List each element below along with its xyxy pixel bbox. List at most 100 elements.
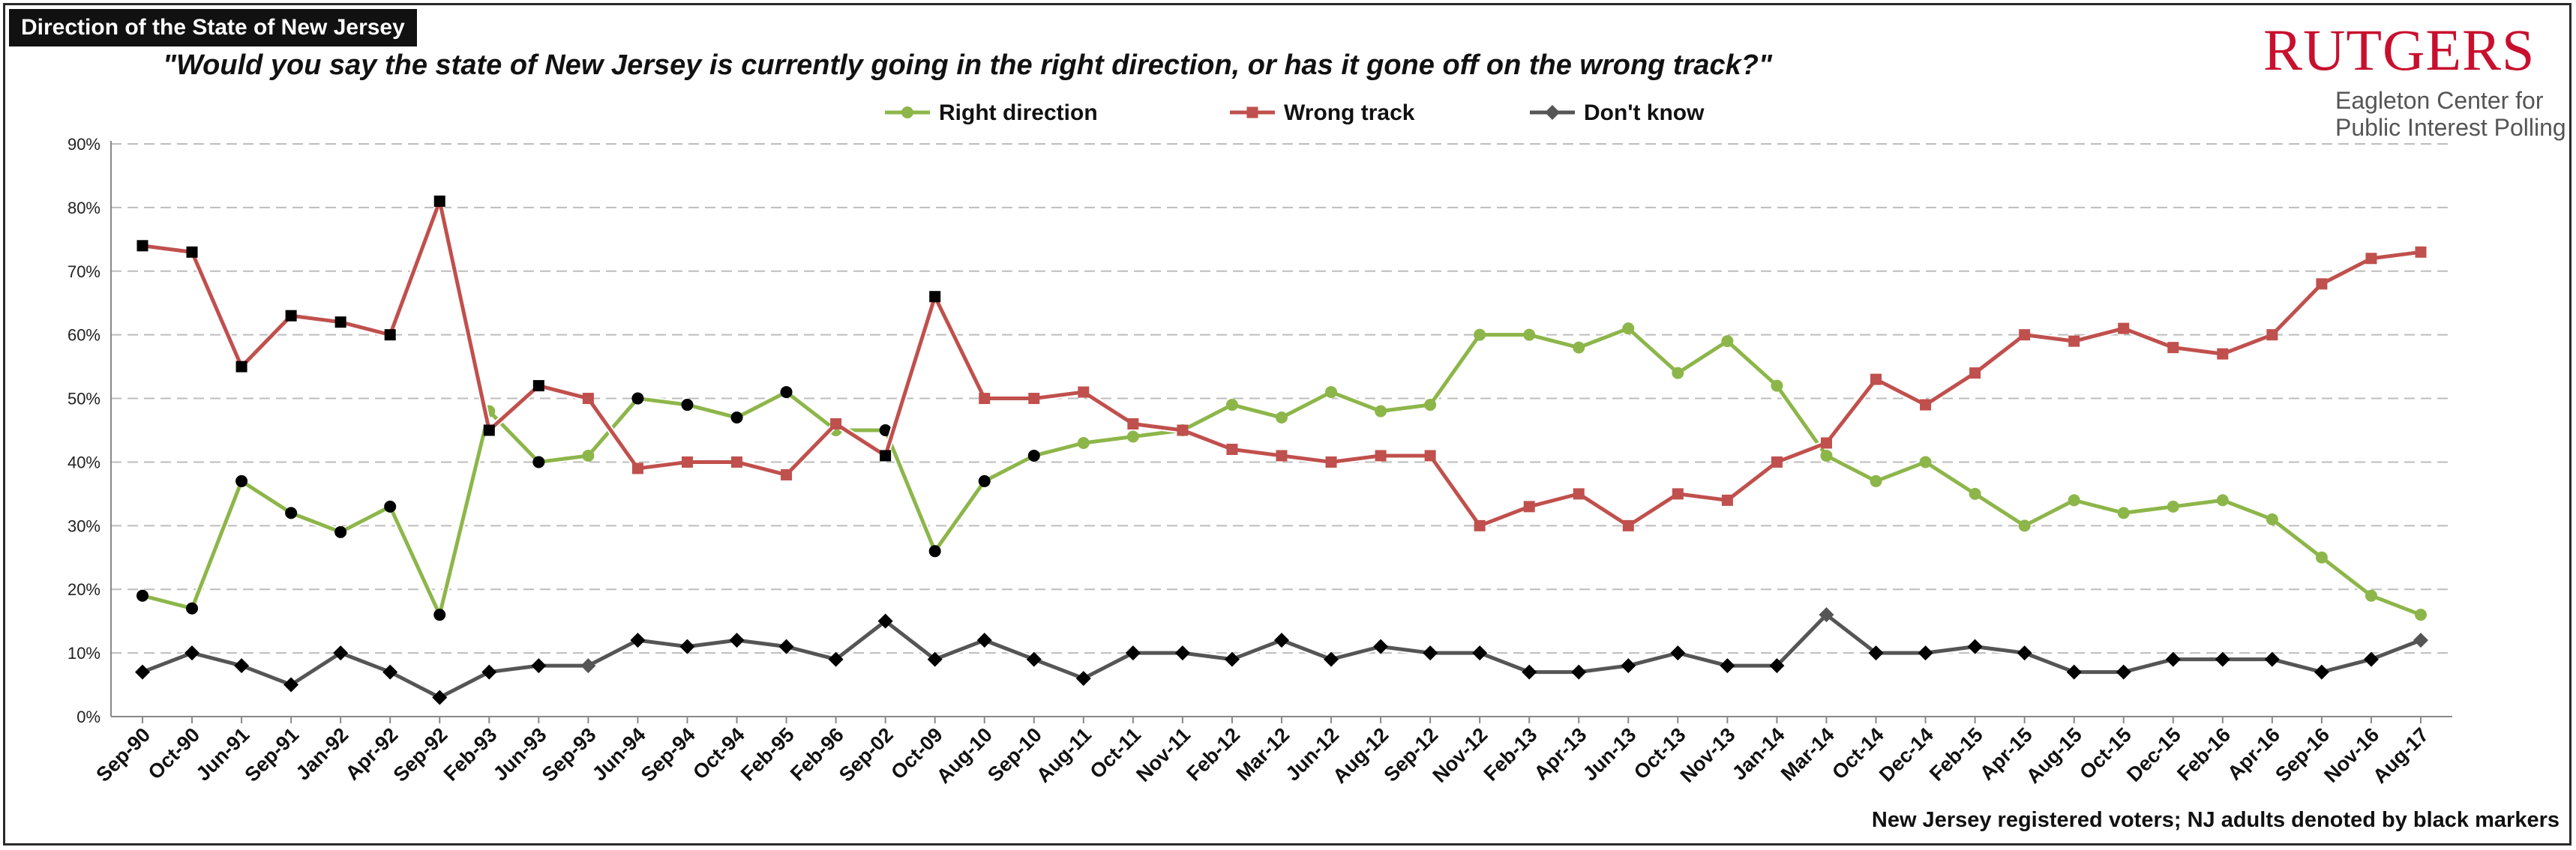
- data-point: [1920, 399, 1932, 411]
- data-point: [2019, 329, 2031, 341]
- survey-question: "Would you say the state of New Jersey i…: [162, 49, 1773, 81]
- data-point: [433, 195, 445, 207]
- data-point: [1474, 328, 1486, 341]
- y-tick-label: 50%: [67, 390, 100, 409]
- x-tick-label: Mar-14: [1777, 723, 1839, 786]
- data-point: [1919, 456, 1932, 468]
- legend-entry: Right direction: [885, 100, 1098, 125]
- data-point: [877, 613, 893, 629]
- x-tick-label: Aug-15: [2022, 723, 2086, 788]
- data-point: [1870, 373, 1882, 385]
- series-lines: [135, 195, 2428, 705]
- x-tick-label: Sep-94: [637, 723, 700, 786]
- data-point: [1177, 424, 1189, 436]
- data-point: [1672, 367, 1684, 379]
- x-tick-label: Dec-14: [1875, 723, 1938, 786]
- data-point: [1274, 633, 1289, 648]
- data-point: [1820, 437, 1832, 449]
- data-point: [1672, 488, 1684, 500]
- data-point: [1026, 651, 1042, 667]
- data-point: [384, 500, 397, 513]
- data-point: [1472, 645, 1488, 661]
- data-point: [729, 633, 745, 648]
- data-point: [2068, 494, 2080, 507]
- data-point: [285, 507, 298, 519]
- x-tick-label: Sep-91: [241, 723, 304, 786]
- data-point: [2266, 513, 2278, 525]
- data-point: [1621, 658, 1636, 674]
- series-line-halo: [141, 325, 2422, 618]
- legend-swatch-marker: [901, 106, 913, 118]
- logo-subtitle-line1: Eagleton Center for: [2335, 87, 2544, 114]
- x-tick-label: Aug-10: [932, 723, 997, 788]
- x-tick-label: Feb-93: [439, 723, 502, 786]
- chart-frame: [3, 3, 2572, 846]
- data-point: [1077, 436, 1090, 449]
- data-point: [1967, 639, 1983, 654]
- series-line-halo: [142, 197, 2422, 529]
- data-point: [2363, 651, 2379, 667]
- series-don-t-know: [135, 607, 2428, 705]
- data-point: [1325, 456, 1337, 468]
- data-point: [631, 392, 644, 405]
- x-tick-label: Feb-13: [1480, 723, 1542, 786]
- data-point: [582, 393, 594, 405]
- data-point: [631, 462, 643, 474]
- data-point: [1225, 399, 1238, 412]
- data-point: [532, 456, 545, 468]
- data-point: [2117, 507, 2130, 519]
- data-point: [976, 633, 992, 648]
- data-point: [2314, 664, 2329, 680]
- data-point: [1523, 328, 1536, 341]
- data-point: [1771, 456, 1783, 468]
- x-tick-label: Sep-90: [91, 723, 154, 786]
- data-point: [580, 658, 596, 674]
- data-point: [880, 450, 892, 462]
- y-tick-label: 70%: [67, 262, 100, 281]
- data-point: [681, 456, 693, 468]
- data-point: [979, 393, 991, 405]
- data-point: [1771, 379, 1783, 392]
- data-point: [928, 545, 941, 558]
- rutgers-logo: RUTGERS Eagleton Center for Public Inter…: [2257, 16, 2566, 144]
- data-point: [1276, 412, 1288, 424]
- data-point: [1375, 450, 1387, 462]
- data-point: [2216, 494, 2229, 507]
- data-point: [1918, 645, 1933, 661]
- data-point: [334, 525, 347, 538]
- data-point: [384, 329, 396, 341]
- data-point: [235, 361, 247, 373]
- data-point: [186, 602, 199, 615]
- data-point: [1868, 645, 1884, 661]
- logo-wordmark: RUTGERS: [2263, 17, 2536, 82]
- data-point: [778, 639, 794, 654]
- data-point: [1820, 449, 1833, 462]
- y-tick-label: 20%: [67, 580, 100, 599]
- data-point: [828, 651, 844, 667]
- data-point: [334, 316, 346, 328]
- data-point: [2215, 651, 2230, 667]
- data-point: [879, 424, 892, 436]
- data-point: [679, 639, 695, 654]
- legend-swatch-marker: [1545, 105, 1560, 120]
- data-point: [2165, 651, 2181, 667]
- axes: [110, 141, 2452, 723]
- data-point: [1224, 651, 1240, 667]
- x-tick-label: Sep-92: [389, 723, 452, 786]
- data-point: [2413, 633, 2428, 648]
- legend-label: Wrong track: [1284, 100, 1415, 125]
- x-tick-label: Feb-12: [1182, 723, 1244, 786]
- data-point: [2167, 342, 2179, 354]
- x-axis-tick-labels: Sep-90Oct-90Jun-91Sep-91Jan-92Apr-92Sep-…: [91, 723, 2433, 788]
- data-point: [2415, 246, 2427, 258]
- data-point: [136, 240, 148, 252]
- data-point: [184, 645, 200, 661]
- x-tick-label: Dec-15: [2122, 723, 2185, 786]
- footnote: New Jersey registered voters; NJ adults …: [1871, 808, 2560, 832]
- data-point: [2365, 253, 2377, 265]
- x-tick-label: Oct-94: [688, 723, 749, 784]
- data-point: [235, 474, 248, 487]
- data-point: [2264, 651, 2280, 667]
- data-point: [532, 380, 544, 392]
- x-tick-label: Feb-15: [1925, 723, 1987, 786]
